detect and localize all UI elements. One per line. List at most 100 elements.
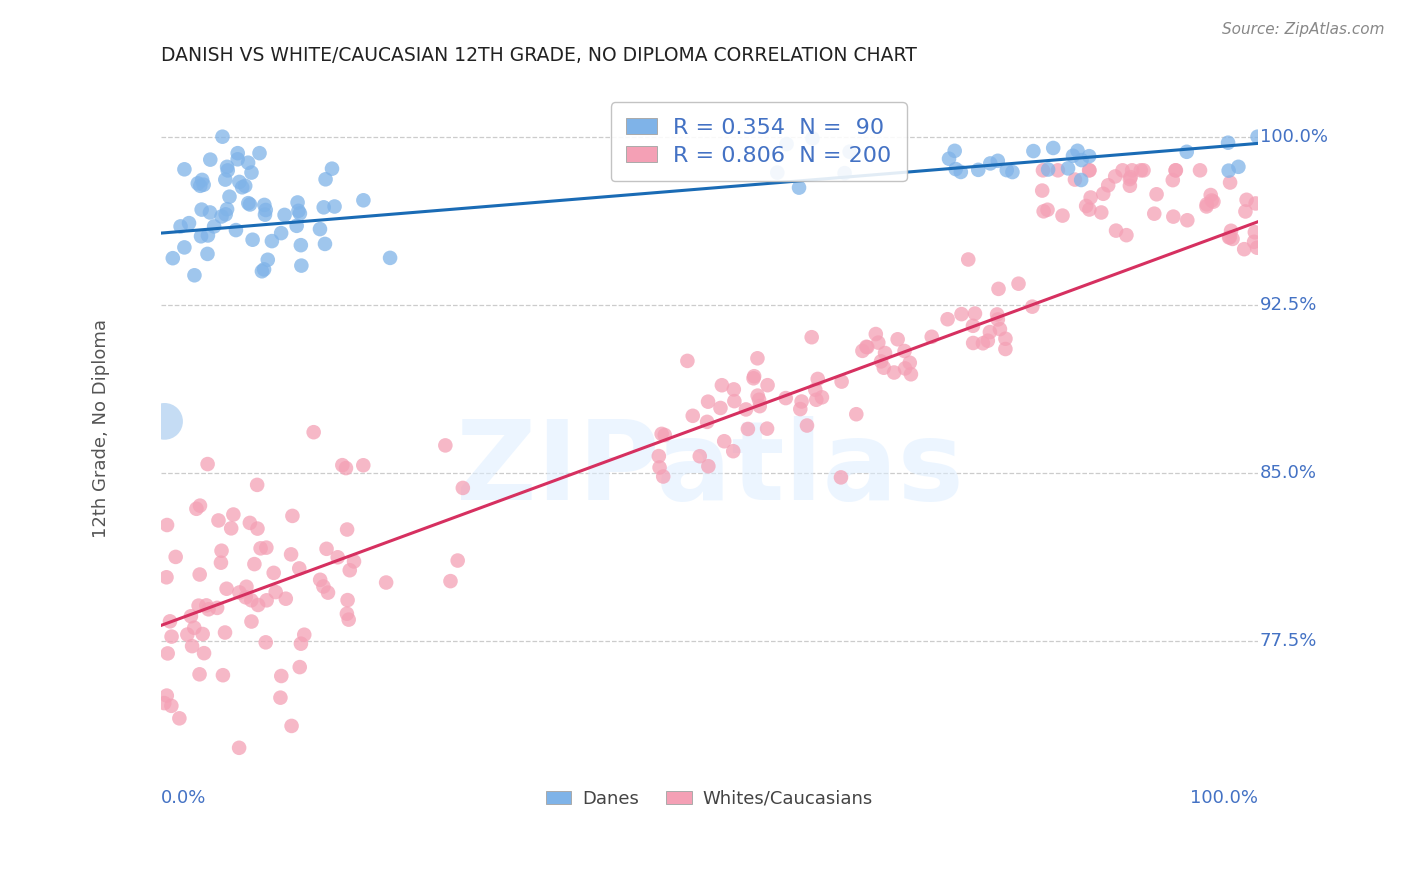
Point bbox=[697, 459, 720, 474]
Point bbox=[312, 579, 335, 593]
Point bbox=[159, 615, 181, 629]
Point bbox=[1021, 300, 1043, 314]
Point bbox=[800, 330, 823, 344]
Point bbox=[214, 625, 236, 640]
Point bbox=[723, 383, 745, 397]
Point bbox=[775, 137, 797, 152]
Point bbox=[162, 251, 184, 265]
Point bbox=[845, 407, 868, 421]
Point bbox=[226, 153, 249, 167]
Point bbox=[173, 240, 195, 254]
Point bbox=[742, 369, 765, 384]
Point bbox=[183, 268, 205, 283]
Point bbox=[710, 378, 733, 392]
Point bbox=[945, 162, 967, 177]
Text: 92.5%: 92.5% bbox=[1260, 296, 1317, 314]
Point bbox=[873, 346, 896, 360]
Point bbox=[312, 200, 335, 214]
Point bbox=[1216, 136, 1239, 150]
Point bbox=[222, 508, 245, 522]
Point bbox=[1233, 242, 1256, 256]
Point bbox=[796, 418, 818, 433]
Point bbox=[1164, 163, 1187, 178]
Point bbox=[1062, 149, 1084, 163]
Point bbox=[1246, 129, 1268, 144]
Point bbox=[343, 554, 366, 568]
Point bbox=[1046, 163, 1069, 178]
Point bbox=[856, 340, 879, 354]
Point bbox=[228, 585, 250, 599]
Point bbox=[280, 719, 302, 733]
Point bbox=[243, 557, 266, 571]
Point bbox=[1057, 161, 1080, 176]
Point bbox=[723, 394, 745, 409]
Point bbox=[994, 332, 1017, 346]
Point bbox=[735, 402, 758, 417]
Point bbox=[1175, 213, 1198, 227]
Point bbox=[215, 207, 238, 221]
Point bbox=[676, 354, 699, 368]
Point bbox=[1220, 224, 1243, 238]
Point bbox=[1119, 170, 1142, 185]
Point bbox=[239, 197, 262, 211]
Point bbox=[239, 516, 262, 530]
Point bbox=[214, 172, 236, 186]
Point bbox=[292, 628, 315, 642]
Point bbox=[775, 391, 797, 405]
Point bbox=[1032, 163, 1054, 178]
Point bbox=[183, 621, 205, 635]
Point bbox=[197, 247, 219, 261]
Point bbox=[336, 607, 359, 621]
Point bbox=[789, 402, 811, 417]
Point bbox=[1078, 163, 1101, 178]
Point bbox=[1218, 230, 1240, 244]
Point bbox=[1092, 186, 1115, 201]
Point bbox=[153, 696, 176, 710]
Point bbox=[281, 508, 304, 523]
Point bbox=[1036, 202, 1059, 217]
Point bbox=[337, 613, 360, 627]
Point bbox=[709, 401, 731, 415]
Point bbox=[287, 195, 309, 210]
Point bbox=[943, 144, 966, 158]
Point bbox=[211, 543, 233, 558]
Point bbox=[253, 198, 276, 212]
Point bbox=[1104, 169, 1126, 184]
Point bbox=[228, 740, 250, 755]
Point bbox=[1175, 145, 1198, 159]
Point bbox=[260, 234, 283, 248]
Point bbox=[1201, 194, 1223, 208]
Point bbox=[811, 390, 834, 404]
Point bbox=[190, 202, 212, 217]
Point bbox=[315, 172, 337, 186]
Point bbox=[1244, 225, 1267, 239]
Point bbox=[378, 251, 401, 265]
Point bbox=[831, 375, 853, 389]
Point bbox=[197, 602, 219, 616]
Point bbox=[1119, 178, 1142, 193]
Point bbox=[188, 178, 211, 193]
Point bbox=[737, 422, 759, 436]
Point bbox=[211, 210, 233, 224]
Point bbox=[288, 206, 311, 220]
Point bbox=[1119, 172, 1142, 186]
Point bbox=[787, 180, 810, 194]
Point bbox=[962, 336, 984, 351]
Point bbox=[352, 458, 374, 473]
Point bbox=[870, 354, 893, 368]
Point bbox=[188, 499, 211, 513]
Point bbox=[1115, 228, 1137, 243]
Point bbox=[1121, 163, 1143, 178]
Point bbox=[766, 165, 789, 179]
Point bbox=[339, 563, 361, 577]
Point bbox=[375, 575, 398, 590]
Point bbox=[651, 426, 673, 441]
Point bbox=[834, 166, 856, 180]
Point bbox=[855, 340, 877, 354]
Text: ZIPatlas: ZIPatlas bbox=[456, 417, 963, 524]
Point bbox=[1070, 173, 1092, 187]
Point bbox=[748, 399, 770, 413]
Point bbox=[173, 162, 195, 177]
Point bbox=[1078, 149, 1101, 163]
Point bbox=[290, 637, 312, 651]
